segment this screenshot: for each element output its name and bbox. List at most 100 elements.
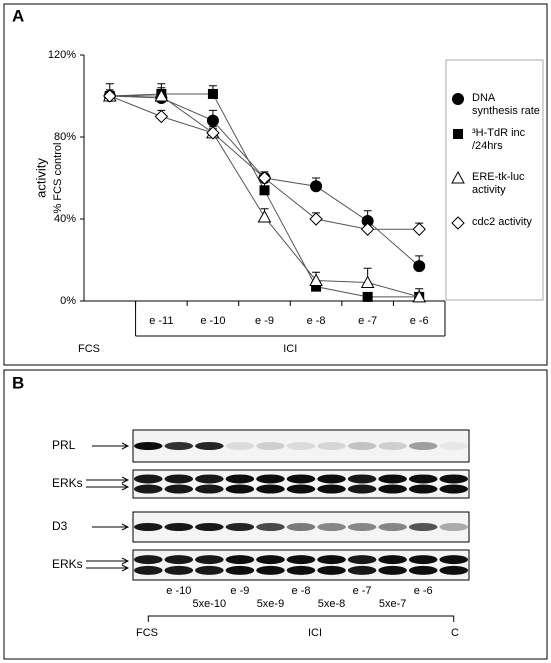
legend-label: cdc2 activity xyxy=(472,216,532,228)
annotation: FCS xyxy=(136,627,158,639)
marker xyxy=(309,273,323,286)
blot-band xyxy=(408,555,438,565)
blot-band xyxy=(256,565,285,575)
blot-band xyxy=(195,555,224,565)
y-tick-label: 80% xyxy=(54,131,76,143)
blot-band xyxy=(134,474,163,484)
lane-label: 5xe-9 xyxy=(257,598,285,610)
blot-band xyxy=(439,474,468,484)
blot-band xyxy=(225,565,255,575)
blot-band xyxy=(225,523,255,531)
blot-band xyxy=(164,484,194,494)
y-tick-label: 120% xyxy=(48,49,76,61)
panel-label: B xyxy=(12,373,24,392)
x-tick-label: e -11 xyxy=(149,315,173,327)
blot-band xyxy=(347,474,377,484)
lane-label: e -9 xyxy=(230,585,249,597)
arrow xyxy=(86,476,130,484)
lane-label: 5xe-7 xyxy=(379,598,407,610)
y-axis-label: % FCS control xyxy=(52,143,64,214)
blot-band xyxy=(286,474,316,484)
marker xyxy=(412,289,427,303)
marker xyxy=(360,222,375,236)
marker xyxy=(310,180,323,193)
blot-band xyxy=(134,523,163,531)
legend-frame xyxy=(445,59,544,301)
blot-band xyxy=(134,565,163,575)
blot-band xyxy=(164,442,194,450)
blot-band xyxy=(195,523,224,531)
lane-label: e -6 xyxy=(414,585,433,597)
blot-band xyxy=(256,555,285,565)
blot-band xyxy=(317,523,346,531)
marker xyxy=(206,114,219,127)
marker xyxy=(362,291,373,302)
blot-band xyxy=(408,523,438,531)
annotation: ICI xyxy=(283,343,297,355)
arrow xyxy=(86,557,130,565)
legend-marker xyxy=(452,93,464,105)
blot-band xyxy=(408,474,438,484)
bracket xyxy=(147,615,455,622)
row-label: D3 xyxy=(52,519,68,533)
blot-band xyxy=(347,555,377,565)
blot-band xyxy=(225,474,255,484)
blot-band xyxy=(256,523,285,531)
y-tick-label: 40% xyxy=(54,213,76,225)
blot-band xyxy=(317,474,346,484)
x-tick-label: e -8 xyxy=(307,315,326,327)
marker xyxy=(103,89,117,103)
blot-band xyxy=(286,523,316,531)
blot-band xyxy=(164,523,194,531)
blot-band xyxy=(225,484,255,494)
blot-band xyxy=(439,442,468,450)
blot-band xyxy=(256,442,285,450)
blot-band xyxy=(317,555,346,565)
blot-band xyxy=(317,484,346,494)
row-label: ERKs xyxy=(52,476,83,490)
y-tick-label: 0% xyxy=(60,295,76,307)
legend-marker xyxy=(453,129,463,139)
y-axis-label: activity xyxy=(33,158,48,198)
blot-band xyxy=(347,565,377,575)
series-line xyxy=(109,95,420,298)
marker xyxy=(360,275,375,289)
lane-label: 5xe-8 xyxy=(318,598,346,610)
blot-band xyxy=(439,484,468,494)
blot-strip xyxy=(132,549,470,581)
annotation: C xyxy=(451,627,459,639)
legend-marker xyxy=(451,170,465,184)
blot-band xyxy=(225,555,255,565)
blot-band xyxy=(378,555,407,565)
blot-band xyxy=(439,523,468,531)
blot-band xyxy=(195,484,224,494)
blot-band xyxy=(225,442,255,450)
marker xyxy=(257,171,272,185)
lane-label: 5xe-10 xyxy=(193,598,227,610)
blot-band xyxy=(286,484,316,494)
blot-band xyxy=(378,474,407,484)
legend-label: ³H-TdR inc /24hrs xyxy=(472,127,526,152)
blot-band xyxy=(134,484,163,494)
panel-b-frame xyxy=(3,369,548,660)
panel-a-frame xyxy=(3,3,548,366)
panel-label: A xyxy=(12,6,24,25)
series-line xyxy=(109,93,420,298)
blot-band xyxy=(195,565,224,575)
legend-label: ERE-tk-luc activity xyxy=(472,171,525,196)
lane-label: e -8 xyxy=(292,585,311,597)
arrow xyxy=(86,483,130,491)
blot-band xyxy=(134,555,163,565)
arrow xyxy=(86,564,130,572)
arrow xyxy=(92,523,130,531)
row-label: PRL xyxy=(52,438,76,452)
blot-band xyxy=(347,523,377,531)
annotation: FCS xyxy=(78,343,100,355)
marker xyxy=(413,260,426,273)
blot-band xyxy=(347,484,377,494)
blot-band xyxy=(408,484,438,494)
legend-marker xyxy=(451,216,465,230)
marker xyxy=(154,109,169,124)
